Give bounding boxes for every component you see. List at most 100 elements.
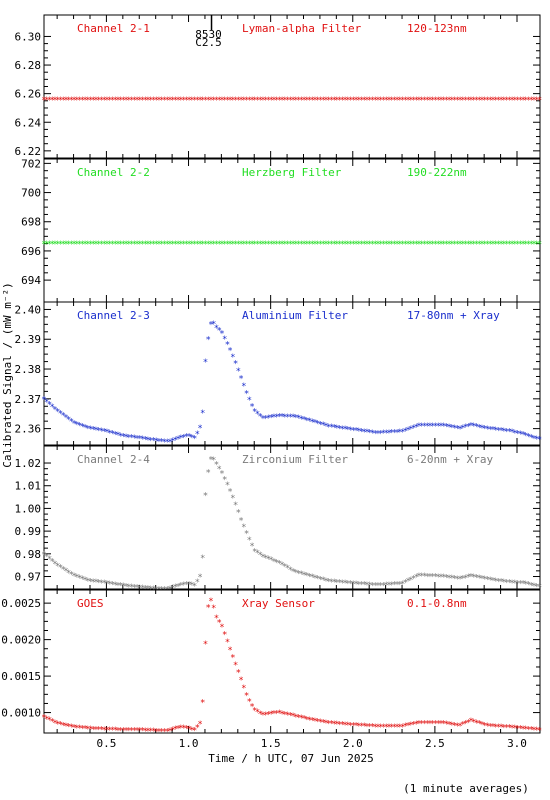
- data-point: *: [236, 240, 241, 250]
- data-point: *: [304, 572, 309, 582]
- data-point: *: [405, 722, 410, 732]
- data-point: *: [233, 240, 238, 250]
- data-point: *: [145, 727, 150, 737]
- data-point: *: [329, 423, 334, 433]
- data-point: *: [457, 425, 462, 435]
- data-point: *: [351, 722, 356, 732]
- data-point: *: [326, 96, 331, 106]
- y-tick-label: 700: [21, 187, 41, 200]
- data-point: *: [260, 415, 265, 425]
- data-point: *: [405, 240, 410, 250]
- x-tick-label: 1.0: [179, 737, 199, 750]
- data-point: *: [219, 240, 224, 250]
- data-point: *: [52, 405, 57, 415]
- data-point: *: [375, 723, 380, 733]
- data-point: *: [60, 565, 65, 575]
- data-point: *: [501, 427, 506, 437]
- data-point: *: [408, 240, 413, 250]
- data-point: *: [408, 96, 413, 106]
- data-point: *: [373, 723, 378, 733]
- data-point: *: [88, 96, 93, 106]
- data-point: *: [50, 96, 55, 106]
- data-point: *: [477, 423, 482, 433]
- data-point: *: [444, 96, 449, 106]
- data-point: *: [463, 423, 468, 433]
- data-point: *: [225, 96, 230, 106]
- data-point: *: [375, 582, 380, 592]
- data-point: *: [189, 96, 194, 106]
- data-point: *: [129, 727, 134, 737]
- data-point: *: [435, 719, 440, 729]
- data-series: ****************************************…: [41, 455, 542, 595]
- data-point: *: [249, 402, 254, 412]
- data-point: *: [104, 96, 109, 106]
- data-point: *: [386, 96, 391, 106]
- data-point: *: [140, 435, 145, 445]
- data-point: *: [403, 240, 408, 250]
- data-point: *: [154, 240, 159, 250]
- data-point: *: [411, 240, 416, 250]
- data-point: *: [206, 603, 211, 613]
- data-point: *: [534, 583, 539, 593]
- data-point: *: [531, 96, 536, 106]
- data-point: *: [416, 240, 421, 250]
- data-point: *: [118, 432, 123, 442]
- data-point: *: [82, 423, 87, 433]
- panel-channel-label: Channel 2-2: [77, 166, 150, 179]
- data-point: *: [148, 436, 153, 446]
- data-point: *: [181, 581, 186, 591]
- data-point: *: [55, 96, 60, 106]
- data-point: *: [537, 435, 542, 445]
- data-point: *: [367, 240, 372, 250]
- data-point: *: [110, 96, 115, 106]
- data-point: *: [118, 582, 123, 592]
- data-point: *: [318, 420, 323, 430]
- data-point: *: [252, 547, 257, 557]
- data-point: *: [63, 240, 68, 250]
- data-point: *: [129, 583, 134, 593]
- data-point: *: [222, 631, 227, 641]
- panel-channel-label: Channel 2-4: [77, 453, 150, 466]
- data-point: *: [523, 725, 528, 735]
- data-point: *: [184, 581, 189, 591]
- data-point: *: [143, 96, 148, 106]
- data-point: *: [512, 724, 517, 734]
- data-point: *: [537, 727, 542, 737]
- data-point: *: [340, 96, 345, 106]
- data-point: *: [277, 96, 282, 106]
- data-point: *: [427, 719, 432, 729]
- data-point: *: [178, 240, 183, 250]
- data-point: *: [203, 640, 208, 650]
- data-point: *: [74, 420, 79, 430]
- data-point: *: [307, 240, 312, 250]
- data-point: *: [323, 240, 328, 250]
- data-point: *: [170, 437, 175, 447]
- data-point: *: [222, 240, 227, 250]
- data-point: *: [219, 96, 224, 106]
- data-point: *: [485, 425, 490, 435]
- data-point: *: [129, 240, 134, 250]
- data-point: *: [457, 722, 462, 732]
- data-point: *: [63, 567, 68, 577]
- data-point: *: [364, 240, 369, 250]
- data-point: *: [88, 725, 93, 735]
- data-point: *: [315, 96, 320, 106]
- data-point: *: [192, 96, 197, 106]
- data-point: *: [529, 96, 534, 106]
- data-point: *: [449, 240, 454, 250]
- data-point: *: [468, 240, 473, 250]
- data-point: *: [353, 722, 358, 732]
- data-point: *: [74, 96, 79, 106]
- data-point: *: [186, 432, 191, 442]
- data-point: *: [496, 96, 501, 106]
- data-point: *: [173, 725, 178, 735]
- data-point: *: [362, 428, 367, 438]
- data-point: *: [258, 551, 263, 561]
- data-point: *: [69, 418, 74, 428]
- data-point: *: [479, 240, 484, 250]
- data-point: *: [518, 96, 523, 106]
- data-point: *: [102, 96, 107, 106]
- panels-group: 6.22 6.24 6.26 6.28 6.30 Channel 2-1 Lyman-alp…: [1, 14, 542, 737]
- data-point: *: [482, 96, 487, 106]
- data-point: *: [416, 719, 421, 729]
